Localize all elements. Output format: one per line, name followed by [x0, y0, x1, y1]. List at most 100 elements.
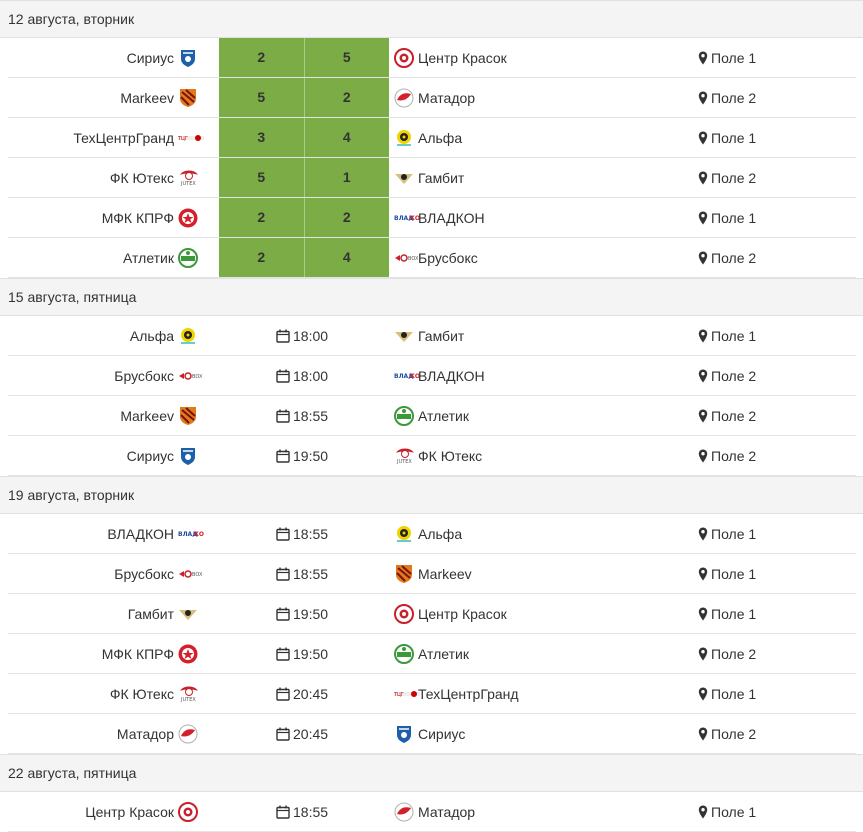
away-team[interactable]: BOX Брусбокс [394, 238, 478, 277]
match-row[interactable]: Markeev 18:55 Атлетик Поле 2 [8, 396, 856, 436]
away-team[interactable]: Матадор [394, 792, 475, 831]
svg-text:TЦГ: TЦГ [394, 692, 404, 698]
away-team[interactable]: Гамбит [394, 316, 464, 355]
field-location[interactable]: Поле 1 [698, 118, 756, 157]
match-row[interactable]: ФК Ютекс JUTEX 5 1 Гамбит Поле 2 [8, 158, 856, 198]
calendar-icon [276, 527, 290, 541]
away-team-name: Сириус [418, 725, 466, 742]
field-location[interactable]: Поле 2 [698, 356, 756, 395]
match-row[interactable]: Брусбокс BOX 18:55 Markeev Поле 1 [8, 554, 856, 594]
home-team[interactable]: Сириус [8, 38, 198, 77]
home-score: 2 [219, 38, 305, 77]
map-pin-icon [698, 171, 708, 185]
field-name: Поле 1 [711, 129, 757, 146]
home-team[interactable]: Markeev [8, 396, 198, 435]
brusboks-logo: BOX [178, 564, 203, 584]
away-team-name: ВЛАДКОН [418, 367, 485, 384]
map-pin-icon [698, 647, 708, 661]
field-location[interactable]: Поле 1 [698, 38, 756, 77]
svg-text:BOX: BOX [192, 572, 203, 578]
away-team[interactable]: Альфа [394, 514, 462, 553]
map-pin-icon [698, 527, 708, 541]
away-team-name: Центр Красок [418, 605, 507, 622]
home-team[interactable]: Матадор [8, 714, 198, 753]
match-row[interactable]: МФК КПРФ 22ВЛАДКОНВЛАДКОН Поле 1 [8, 198, 856, 238]
away-team[interactable]: Атлетик [394, 634, 469, 673]
match-row[interactable]: МФК КПРФ 19:50 Атлетик Поле 2 [8, 634, 856, 674]
home-team[interactable]: Сириус [8, 436, 198, 475]
home-team[interactable]: МФК КПРФ [8, 198, 198, 237]
match-time: 19:50 [276, 594, 328, 633]
atletik-logo [178, 247, 198, 268]
home-team[interactable]: ФК Ютекс JUTEX [8, 674, 198, 713]
match-row[interactable]: ТехЦентрГранд TЦГ 3 4 Альфа Поле 1 [8, 118, 856, 158]
field-location[interactable]: Поле 1 [698, 594, 756, 633]
svg-text:ВЛАД: ВЛАД [178, 531, 198, 538]
home-team[interactable]: Markeev [8, 78, 198, 117]
alfa-logo [394, 524, 414, 544]
svg-text:JUTEX: JUTEX [180, 181, 196, 187]
match-row[interactable]: Матадор 20:45 Сириус Поле 2 [8, 714, 856, 754]
match-row[interactable]: Сириус 19:50 JUTEX ФК Ютекс Поле 2 [8, 436, 856, 476]
match-row[interactable]: Центр Красок 18:55 Матадор Поле 1 [8, 792, 856, 832]
field-location[interactable]: Поле 1 [698, 674, 756, 713]
match-row[interactable]: Гамбит 19:50 Центр Красок Поле 1 [8, 594, 856, 634]
away-team[interactable]: Markeev [394, 554, 472, 593]
away-team[interactable]: Центр Красок [394, 38, 507, 77]
away-team[interactable]: TЦГ ТехЦентрГранд [393, 674, 519, 713]
home-team[interactable]: Альфа [8, 316, 198, 355]
home-team[interactable]: ФК Ютекс JUTEX [8, 158, 198, 197]
away-score: 5 [342, 49, 351, 65]
match-row[interactable]: Markeev 5 2 Матадор Поле 2 [8, 78, 856, 118]
home-team[interactable]: Атлетик [8, 238, 198, 277]
field-location[interactable]: Поле 2 [698, 634, 756, 673]
centr-krasok-logo [394, 603, 414, 624]
home-team[interactable]: МФК КПРФ [8, 634, 198, 673]
home-team[interactable]: ТехЦентрГранд TЦГ [8, 118, 204, 157]
home-team[interactable]: Брусбокс BOX [8, 356, 203, 395]
away-team[interactable]: Атлетик [394, 396, 469, 435]
field-location[interactable]: Поле 2 [698, 238, 756, 277]
field-location[interactable]: Поле 2 [698, 436, 756, 475]
home-team[interactable]: Брусбокс BOX [8, 554, 203, 593]
calendar-icon [276, 727, 290, 741]
match-row[interactable]: ФК Ютекс JUTEX 20:45 TЦГ ТехЦентрГранд Поле 1 [8, 674, 856, 714]
home-team[interactable]: ВЛАДКОНВЛАДКОН [8, 514, 209, 553]
field-location[interactable]: Поле 2 [698, 78, 756, 117]
day-header: 15 августа, пятница [0, 278, 863, 316]
match-row[interactable]: Атлетик 2 4 BOX Брусбокс Поле 2 [8, 238, 856, 278]
field-location[interactable]: Поле 1 [698, 792, 756, 831]
field-location[interactable]: Поле 1 [698, 316, 756, 355]
match-row[interactable]: Альфа 18:00 Гамбит Поле 1 [8, 316, 856, 356]
away-team[interactable]: JUTEX ФК Ютекс [394, 436, 482, 475]
field-location[interactable]: Поле 1 [698, 198, 756, 237]
match-time: 18:55 [276, 396, 328, 435]
field-location[interactable]: Поле 1 [698, 554, 756, 593]
field-location[interactable]: Поле 2 [698, 396, 756, 435]
field-location[interactable]: Поле 2 [698, 714, 756, 753]
brusboks-logo: BOX [394, 248, 419, 268]
field-name: Поле 1 [711, 605, 757, 622]
field-location[interactable]: Поле 2 [698, 158, 756, 197]
home-team[interactable]: Центр Красок [8, 792, 198, 831]
away-team[interactable]: Альфа [394, 118, 462, 157]
tehcentrgrand-logo: TЦГ [177, 128, 204, 148]
away-team[interactable]: ВЛАДКОНВЛАДКОН [394, 198, 485, 237]
away-team[interactable]: ВЛАДКОНВЛАДКОН [394, 356, 485, 395]
away-team[interactable]: Гамбит [394, 158, 464, 197]
away-team[interactable]: Матадор [394, 78, 475, 117]
home-team[interactable]: Гамбит [8, 594, 198, 633]
away-team[interactable]: Центр Красок [394, 594, 507, 633]
match-row[interactable]: Сириус 2 5 Центр Красок Поле 1 [8, 38, 856, 78]
away-team-name: Атлетик [418, 645, 469, 662]
away-team[interactable]: Сириус [394, 714, 465, 753]
field-location[interactable]: Поле 1 [698, 514, 756, 553]
